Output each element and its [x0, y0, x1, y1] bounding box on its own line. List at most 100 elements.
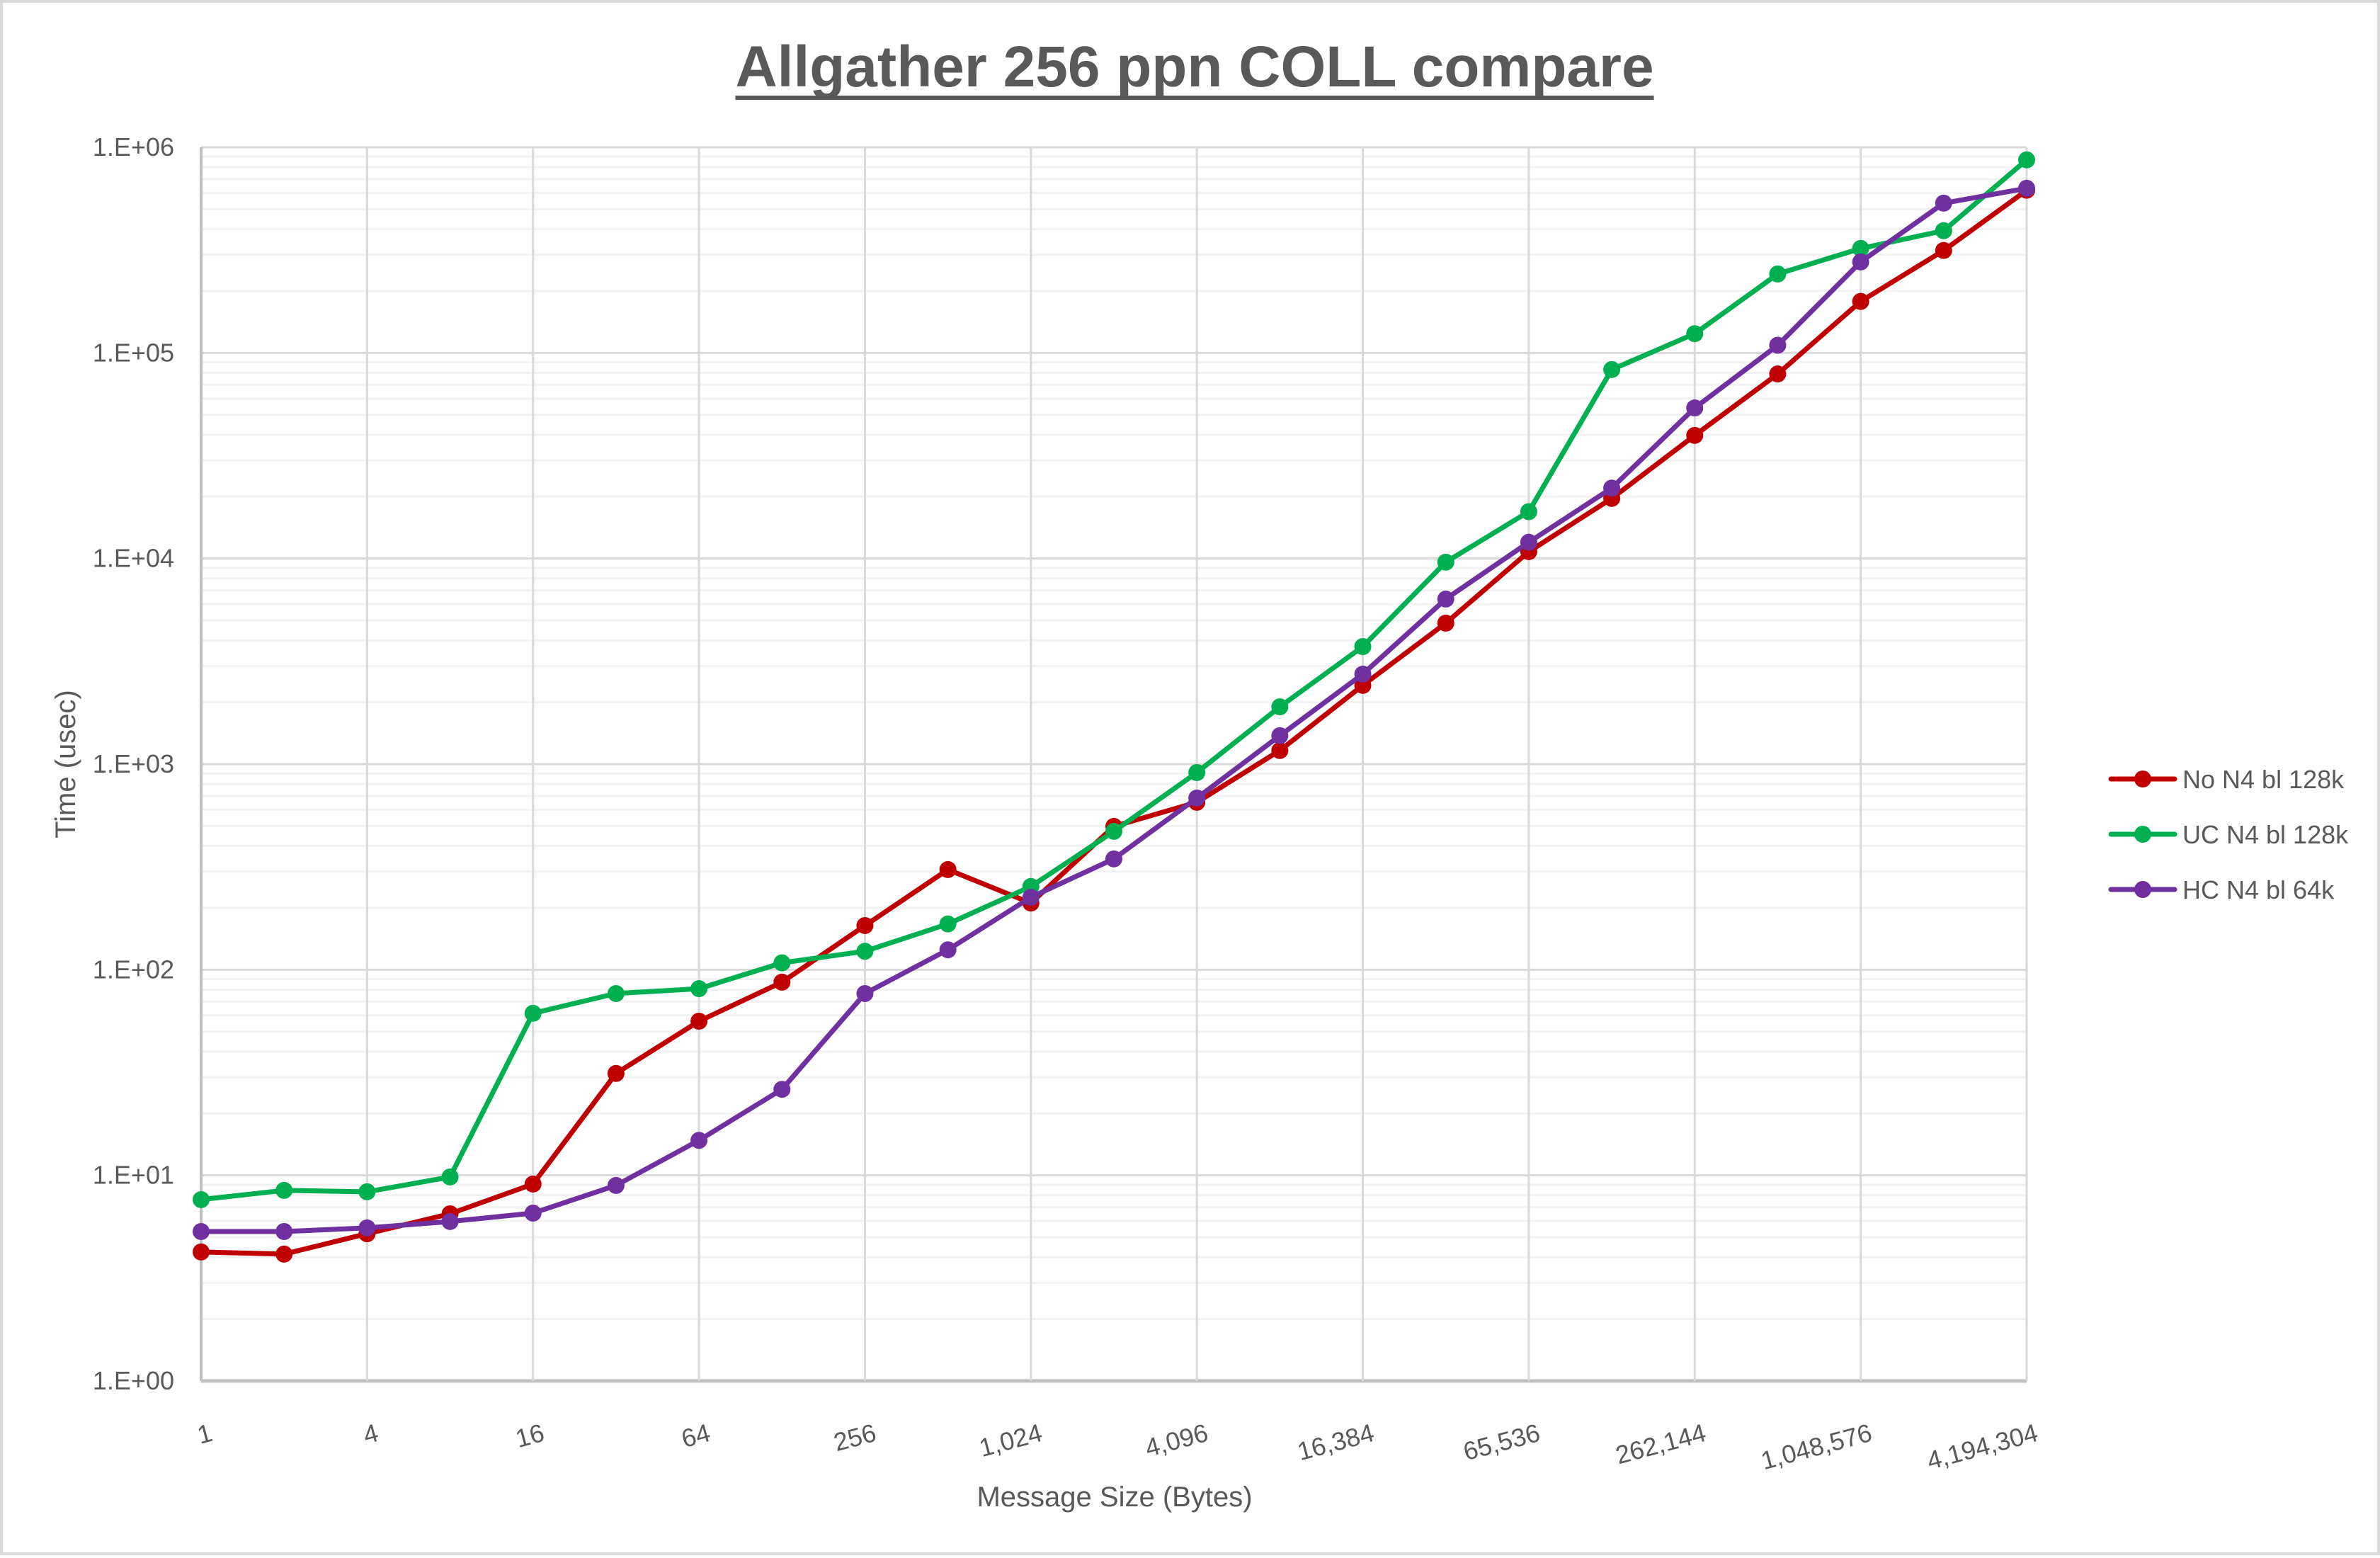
data-point-marker[interactable]: [441, 1212, 459, 1230]
data-point-marker[interactable]: [275, 1181, 293, 1199]
data-point-marker[interactable]: [193, 1223, 210, 1241]
data-point-marker[interactable]: [607, 984, 625, 1002]
x-axis-title: Message Size (Bytes): [977, 1482, 1252, 1513]
data-point-marker[interactable]: [607, 1176, 625, 1194]
y-axis-title: Time (usec): [50, 690, 81, 838]
data-point-marker[interactable]: [1769, 265, 1787, 283]
data-point-marker[interactable]: [773, 954, 791, 972]
data-point-marker[interactable]: [1437, 553, 1454, 571]
data-point-marker[interactable]: [690, 1132, 708, 1149]
series-line: [201, 186, 2027, 1234]
x-axis-tick-labels: 1 4 16 64 256 1,024 4,096 16,384 65,536 262,144 1,…: [194, 1418, 2041, 1475]
data-point-marker[interactable]: [1852, 253, 1869, 271]
data-point-marker[interactable]: [1022, 889, 1040, 906]
x-tick-label: 4: [360, 1418, 381, 1450]
data-point-marker[interactable]: [358, 1219, 376, 1236]
data-point-marker[interactable]: [1603, 360, 1621, 378]
data-point-marker[interactable]: [1769, 365, 1787, 383]
data-point-marker[interactable]: [441, 1168, 459, 1185]
data-point-marker[interactable]: [1769, 336, 1787, 354]
legend-item[interactable]: No N4 bl 128k: [2108, 765, 2345, 794]
data-point-marker[interactable]: [939, 860, 957, 878]
x-tick-label: 1,048,576: [1758, 1418, 1874, 1475]
plot-series: [193, 151, 2035, 1263]
legend: No N4 bl 128k UC N4 bl 128k HC N4 bl 64k: [2108, 765, 2349, 904]
data-point-marker[interactable]: [1188, 763, 1206, 781]
data-point-marker[interactable]: [1105, 822, 1122, 840]
series-uc-n4-bl-128k: [193, 151, 2035, 1208]
data-point-marker[interactable]: [1686, 325, 1704, 343]
data-point-marker[interactable]: [1188, 789, 1206, 807]
y-tick-label: 1.E+04: [93, 544, 174, 573]
data-point-marker[interactable]: [358, 1183, 376, 1200]
x-tick-label: 65,536: [1460, 1418, 1543, 1466]
data-point-marker[interactable]: [773, 973, 791, 991]
data-point-marker[interactable]: [773, 1081, 791, 1098]
data-point-marker[interactable]: [856, 916, 874, 934]
y-tick-label: 1.E+00: [93, 1366, 174, 1395]
data-point-marker[interactable]: [1520, 503, 1537, 521]
data-point-marker[interactable]: [524, 1004, 542, 1022]
data-point-marker[interactable]: [1105, 850, 1122, 868]
y-tick-label: 1.E+06: [93, 132, 174, 161]
x-tick-label: 16: [513, 1418, 547, 1453]
data-point-marker[interactable]: [2018, 151, 2035, 169]
series-line: [200, 158, 2029, 1202]
data-point-marker[interactable]: [193, 1243, 210, 1261]
series-line: [200, 188, 2029, 1257]
data-point-marker[interactable]: [856, 984, 874, 1002]
data-point-marker[interactable]: [1271, 741, 1289, 759]
legend-marker-icon: [2134, 771, 2151, 787]
data-point-marker[interactable]: [1271, 698, 1289, 716]
x-tick-label: 64: [678, 1418, 713, 1453]
legend-item[interactable]: HC N4 bl 64k: [2108, 875, 2335, 904]
legend-item[interactable]: UC N4 bl 128k: [2108, 820, 2349, 849]
legend-label: HC N4 bl 64k: [2182, 875, 2335, 904]
chart-title: Allgather 256 ppn COLL compare: [735, 35, 1653, 99]
data-point-marker[interactable]: [1686, 426, 1704, 444]
data-point-marker[interactable]: [1354, 638, 1372, 656]
legend-label: No N4 bl 128k: [2182, 765, 2345, 794]
y-tick-label: 1.E+02: [93, 955, 174, 984]
data-point-marker[interactable]: [1686, 399, 1704, 417]
data-point-marker[interactable]: [2018, 179, 2035, 197]
data-point-marker[interactable]: [1354, 665, 1372, 683]
data-point-marker[interactable]: [1437, 590, 1454, 608]
data-point-marker[interactable]: [1935, 241, 1952, 259]
minor-gridlines: [201, 155, 2027, 1321]
data-point-marker[interactable]: [1852, 292, 1869, 310]
legend-marker-icon: [2134, 826, 2151, 843]
y-tick-label: 1.E+03: [93, 749, 174, 778]
data-point-marker[interactable]: [1520, 533, 1537, 551]
data-point-marker[interactable]: [607, 1064, 625, 1082]
major-gridlines: [200, 146, 2028, 1383]
x-tick-label: 1: [194, 1418, 215, 1450]
data-point-marker[interactable]: [524, 1175, 542, 1193]
data-point-marker[interactable]: [690, 1012, 708, 1030]
data-point-marker[interactable]: [275, 1223, 293, 1241]
data-point-marker[interactable]: [524, 1205, 542, 1222]
data-point-marker[interactable]: [939, 915, 957, 933]
data-point-marker[interactable]: [193, 1190, 210, 1208]
data-point-marker[interactable]: [1603, 479, 1621, 497]
legend-label: UC N4 bl 128k: [2182, 820, 2349, 849]
x-tick-label: 4,194,304: [1924, 1418, 2041, 1475]
data-point-marker[interactable]: [1271, 727, 1289, 744]
data-point-marker[interactable]: [856, 943, 874, 960]
data-point-marker[interactable]: [1852, 239, 1869, 257]
data-point-marker[interactable]: [690, 980, 708, 998]
x-tick-label: 4,096: [1142, 1418, 1212, 1462]
data-point-marker[interactable]: [275, 1245, 293, 1263]
legend-marker-icon: [2134, 881, 2151, 898]
y-tick-label: 1.E+01: [93, 1161, 174, 1190]
data-point-marker[interactable]: [1437, 614, 1454, 632]
x-tick-label: 262,144: [1612, 1418, 1709, 1469]
y-tick-label: 1.E+05: [93, 338, 174, 367]
x-tick-label: 1,024: [976, 1418, 1045, 1462]
x-tick-label: 16,384: [1294, 1418, 1377, 1466]
data-point-marker[interactable]: [1935, 194, 1952, 212]
data-point-marker[interactable]: [1935, 222, 1952, 239]
data-point-marker[interactable]: [939, 941, 957, 959]
series-no-n4-bl-128k: [193, 181, 2035, 1263]
